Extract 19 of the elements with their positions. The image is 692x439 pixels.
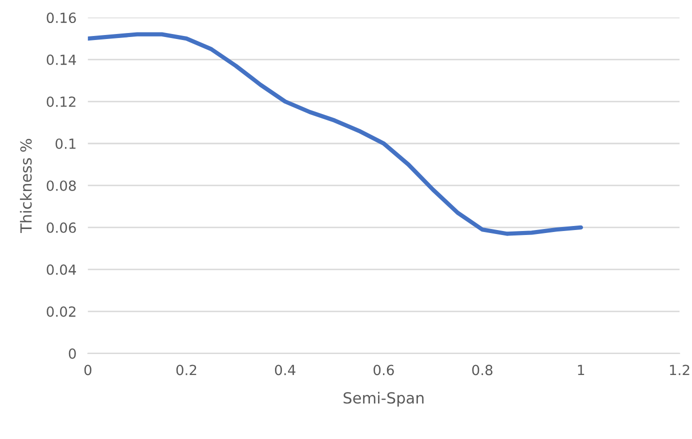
y-tick-label: 0.04	[46, 264, 76, 275]
y-tick-label: 0	[68, 348, 76, 359]
x-tick-label: 1.2	[670, 364, 690, 376]
y-tick-label: 0.16	[46, 12, 76, 24]
y-tick-label: 0.12	[46, 96, 76, 107]
x-tick-label: 0.4	[274, 364, 296, 376]
y-tick-label: 0.08	[46, 180, 76, 191]
x-axis-title: Semi-Span	[344, 392, 424, 407]
y-tick-label: 0.1	[56, 138, 76, 149]
x-tick-label: 0	[84, 364, 92, 376]
x-tick-label: 0.8	[472, 364, 492, 376]
y-tick-label: 0.02	[46, 306, 76, 317]
x-tick-label: 1	[578, 364, 584, 376]
y-axis-title: Thickness %	[20, 138, 32, 233]
line-series	[88, 32, 584, 236]
y-tick-label: 0.14	[46, 54, 76, 66]
y-tick-label: 0.06	[46, 222, 76, 233]
x-tick-label: 0.2	[176, 364, 196, 376]
x-tick-label: 0.6	[374, 364, 394, 376]
